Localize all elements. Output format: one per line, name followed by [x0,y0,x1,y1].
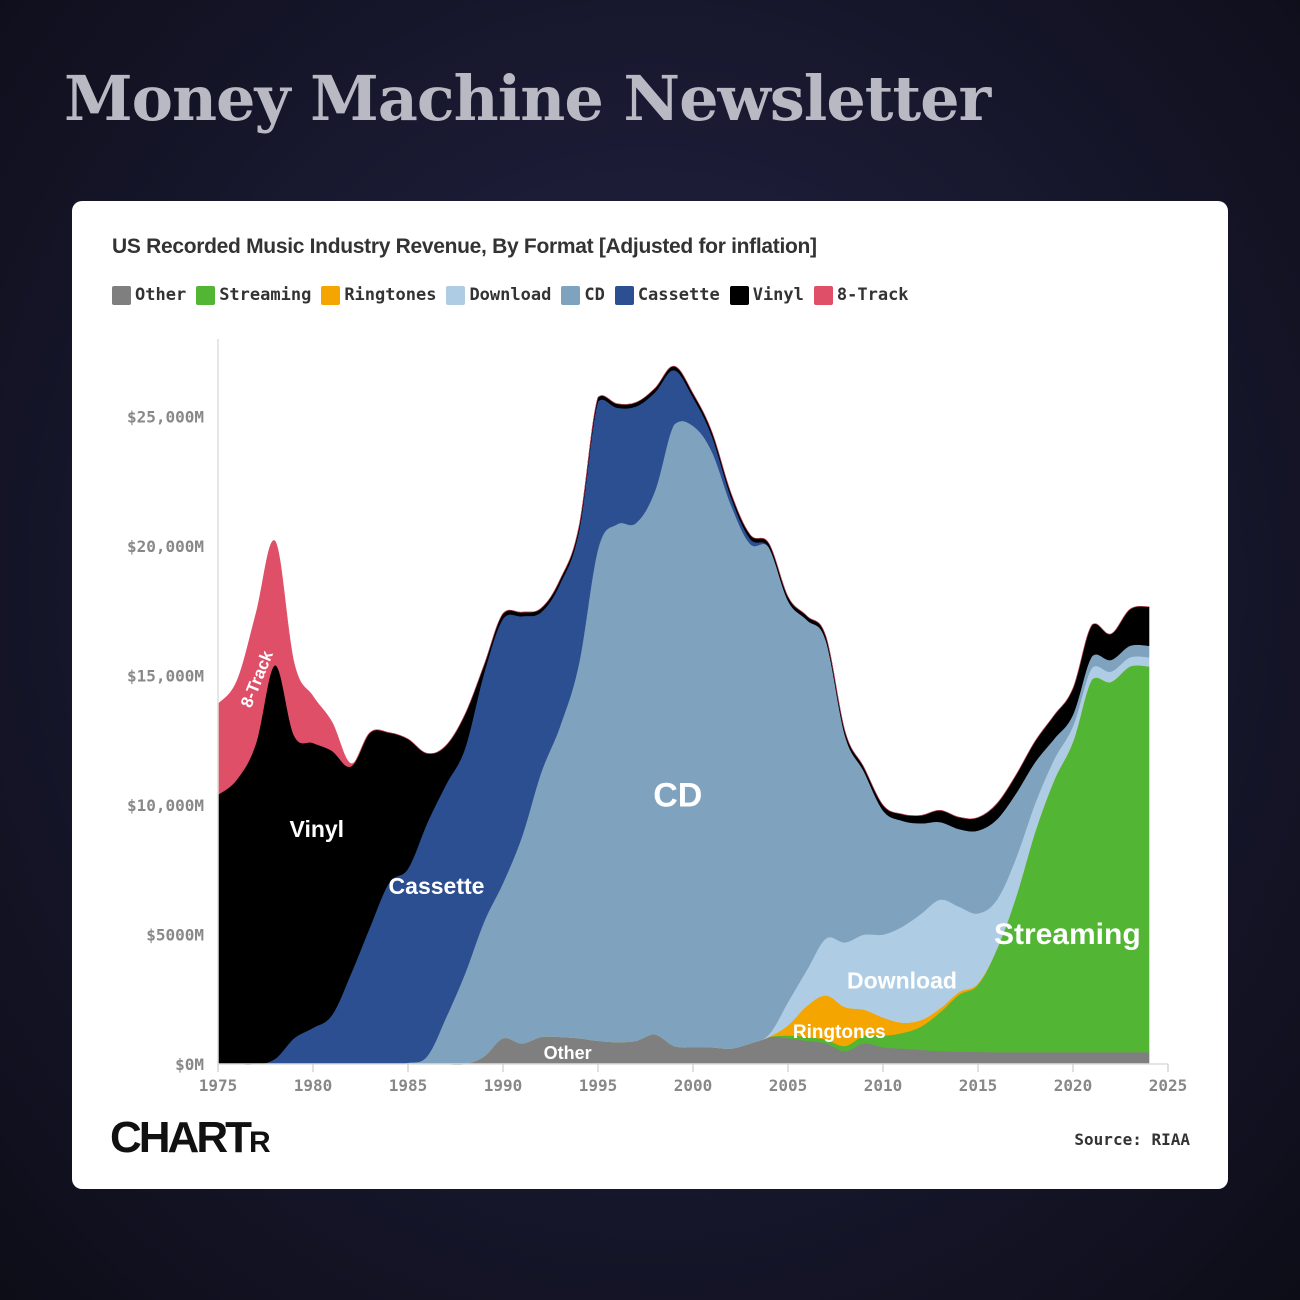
chart-title: US Recorded Music Industry Revenue, By F… [112,235,817,258]
source-note: Source: RIAA [1074,1130,1190,1149]
y-tick-label: $10,000M [127,796,204,815]
series-label-cassette: Cassette [389,873,485,899]
legend-item-cd: CD [561,285,605,305]
legend-item-download: Download [446,285,551,305]
x-tick-label: 1995 [579,1076,618,1095]
y-tick-label: $25,000M [127,408,204,427]
chart-legend: Other Streaming Ringtones Download CD Cassett… [112,285,919,305]
legend-swatch [614,285,634,305]
x-tick-label: 2020 [1054,1076,1093,1095]
series-label-vinyl: Vinyl [290,816,345,842]
legend-item-cassette: Cassette [614,285,720,305]
legend-item-vinyl: Vinyl [729,285,804,305]
x-tick-label: 1975 [199,1076,238,1095]
y-tick-label: $5000M [146,926,204,945]
legend-swatch [196,285,216,305]
series-label-download: Download [847,968,957,994]
series-label-ringtones: Ringtones [793,1022,886,1043]
legend-label: Streaming [219,285,312,305]
x-tick-label: 1990 [484,1076,523,1095]
y-tick-label: $0M [175,1055,204,1074]
area-series-group [217,365,1150,1065]
legend-swatch [112,285,131,305]
legend-label: 8-Track [836,285,909,305]
x-tick-label: 2000 [674,1076,713,1095]
legend-swatch [446,285,466,305]
x-tick-label: 1980 [294,1076,333,1095]
legend-swatch [321,285,341,305]
legend-label: Cassette [637,285,720,305]
newsletter-title: Money Machine Newsletter [64,62,991,135]
legend-swatch [813,285,833,305]
legend-swatch [561,285,581,305]
legend-item-8-track: 8-Track [813,285,909,305]
series-label-cd: CD [653,776,702,814]
legend-label: Ringtones [344,285,437,305]
logo-text-small: R [248,1126,271,1159]
chart-card: 1975 1980 1985 1990 1995 2000 2005 2010 2015 2020… [72,201,1228,1189]
legend-label: CD [584,285,605,305]
series-label-streaming: Streaming [994,918,1141,951]
legend-label: Download [469,285,552,305]
series-area-8-track [217,365,1150,820]
series-label-other: Other [544,1043,592,1063]
legend-swatch [729,285,749,305]
x-tick-label: 2015 [959,1076,998,1095]
chartr-logo: CHARTR [110,1113,271,1163]
x-tick-label: 1985 [389,1076,428,1095]
legend-item-ringtones: Ringtones [321,285,436,305]
area-chart: 1975 1980 1985 1990 1995 2000 2005 2010 2015 2020… [127,339,1188,1095]
legend-label: Vinyl [752,285,804,305]
x-tick-label: 2005 [769,1076,808,1095]
x-tick-label: 2010 [864,1076,903,1095]
y-tick-label: $20,000M [127,537,204,556]
x-tick-label: 2025 [1149,1076,1188,1095]
legend-item-other: Other [112,285,186,305]
legend-label: Other [135,285,187,305]
legend-item-streaming: Streaming [196,285,311,305]
y-tick-label: $15,000M [127,667,204,686]
logo-text: CHART [110,1113,252,1162]
